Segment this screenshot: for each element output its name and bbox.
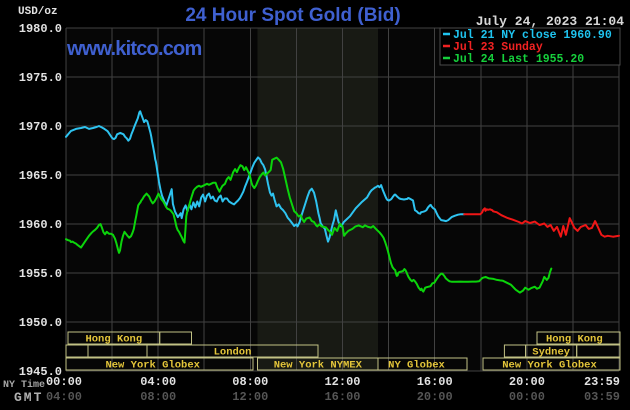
svg-text:Hong Kong: Hong Kong: [546, 334, 603, 346]
svg-text:08:00: 08:00: [232, 375, 268, 389]
svg-text:New York NYMEX: New York NYMEX: [274, 360, 363, 372]
svg-text:New York Globex: New York Globex: [105, 360, 200, 372]
svg-text:1965.0: 1965.0: [19, 169, 62, 183]
svg-text:July 24, 2023 21:04: July 24, 2023 21:04: [476, 14, 624, 29]
svg-text:www.kitco.com: www.kitco.com: [66, 38, 201, 60]
svg-text:20:00: 20:00: [509, 375, 545, 389]
svg-text:03:59: 03:59: [584, 390, 620, 404]
svg-text:Jul 21 NY close 1960.90: Jul 21 NY close 1960.90: [453, 29, 612, 42]
svg-text:London: London: [214, 347, 252, 359]
svg-text:1960.0: 1960.0: [19, 218, 62, 232]
svg-text:1945.0: 1945.0: [19, 365, 62, 379]
svg-text:12:00: 12:00: [324, 375, 360, 389]
svg-text:23:59: 23:59: [584, 375, 620, 389]
svg-text:08:00: 08:00: [140, 390, 176, 404]
svg-text:04:00: 04:00: [140, 375, 176, 389]
svg-text:1970.0: 1970.0: [19, 120, 62, 134]
svg-text:1975.0: 1975.0: [19, 71, 62, 85]
svg-text:04:00: 04:00: [46, 390, 82, 404]
svg-text:16:00: 16:00: [417, 375, 453, 389]
svg-text:16:00: 16:00: [324, 390, 360, 404]
svg-text:NY Globex: NY Globex: [388, 360, 445, 372]
svg-text:1955.0: 1955.0: [19, 267, 62, 281]
svg-text:Jul 24 Last 1955.20: Jul 24 Last 1955.20: [453, 53, 584, 66]
svg-text:1950.0: 1950.0: [19, 316, 62, 330]
svg-text:GMT: GMT: [14, 390, 43, 405]
svg-text:00:00: 00:00: [509, 390, 545, 404]
svg-text:20:00: 20:00: [417, 390, 453, 404]
svg-text:Jul 23 Sunday: Jul 23 Sunday: [453, 41, 543, 54]
svg-text:00:00: 00:00: [46, 375, 82, 389]
svg-text:NY Time: NY Time: [3, 379, 45, 391]
svg-text:USD/oz: USD/oz: [18, 6, 58, 18]
svg-text:24 Hour Spot Gold (Bid): 24 Hour Spot Gold (Bid): [185, 5, 400, 26]
svg-text:12:00: 12:00: [232, 390, 268, 404]
svg-text:Sydney: Sydney: [532, 347, 571, 359]
svg-text:Hong Kong: Hong Kong: [85, 334, 142, 346]
svg-text:1980.0: 1980.0: [19, 22, 62, 36]
svg-text:New York Globex: New York Globex: [502, 360, 597, 372]
